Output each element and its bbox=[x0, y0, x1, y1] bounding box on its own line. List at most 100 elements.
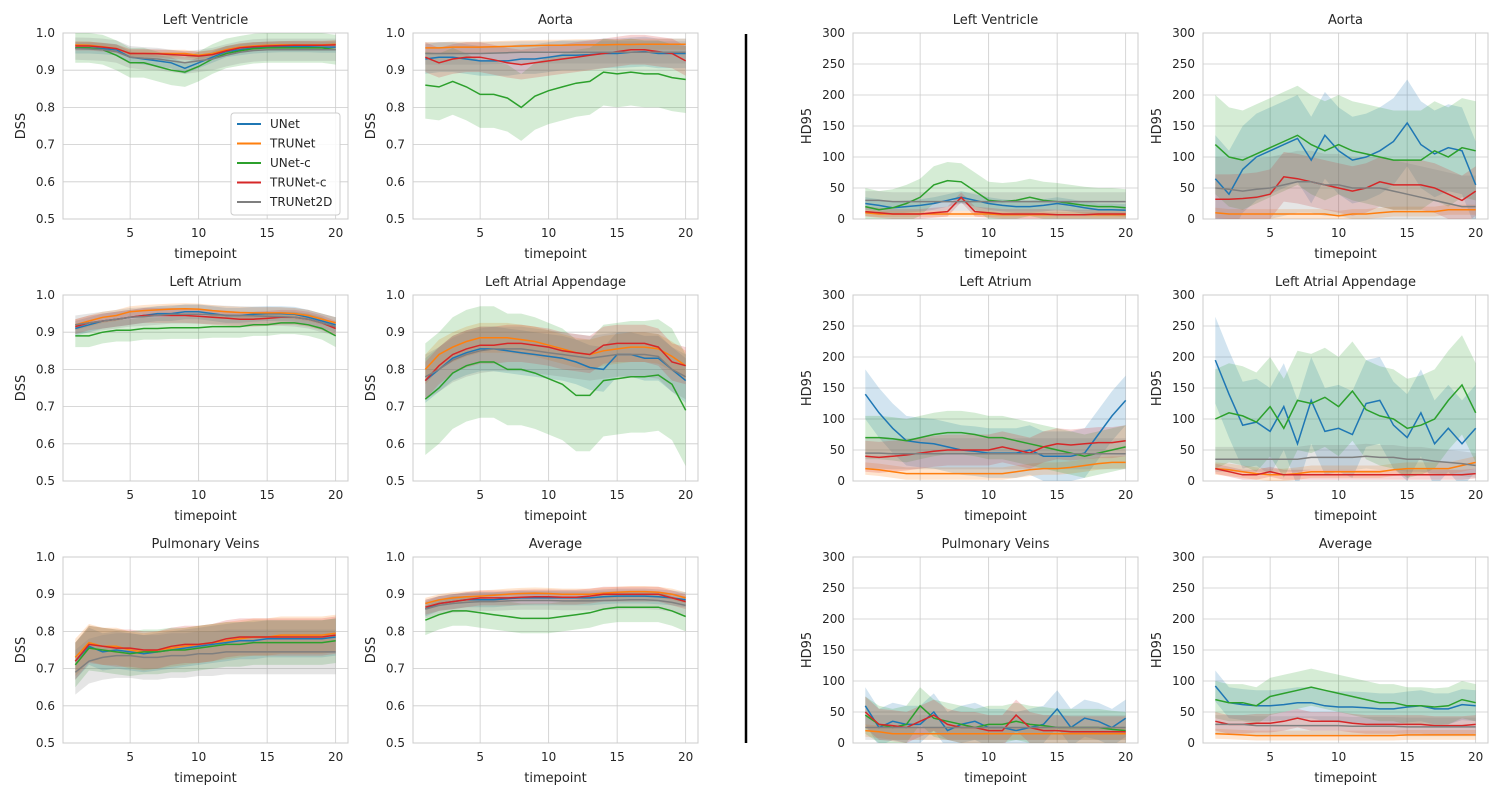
series-line-TRUNet-c bbox=[425, 593, 686, 608]
y-tick-label: 0.9 bbox=[386, 325, 405, 339]
series-line-TRUNet2D bbox=[425, 599, 686, 610]
y-tick-label: 0.5 bbox=[36, 474, 55, 488]
y-tick-label: 200 bbox=[1172, 88, 1195, 102]
chart-title: Average bbox=[529, 537, 582, 552]
y-tick-label: 250 bbox=[1172, 581, 1195, 595]
x-tick-label: 15 bbox=[1400, 488, 1415, 502]
x-axis-label: timepoint bbox=[524, 771, 587, 786]
x-tick-label: 15 bbox=[610, 226, 625, 240]
y-tick-label: 0.9 bbox=[386, 587, 405, 601]
y-tick-label: 0 bbox=[837, 212, 845, 226]
x-tick-label: 5 bbox=[476, 226, 484, 240]
y-tick-label: 100 bbox=[822, 150, 845, 164]
y-axis-label: DSS bbox=[364, 113, 379, 140]
ci-band-TRUNet bbox=[1215, 728, 1476, 741]
series-line-TRUNet-c bbox=[865, 196, 1126, 216]
series-line-TRUNet2D bbox=[75, 47, 336, 64]
y-axis-label: HD95 bbox=[800, 370, 815, 406]
plot-area bbox=[412, 294, 699, 482]
series-line-TRUNet-c bbox=[424, 342, 686, 382]
x-tick-label: 20 bbox=[678, 488, 693, 502]
x-tick-label: 20 bbox=[1468, 226, 1483, 240]
y-tick-label: 0.9 bbox=[386, 63, 405, 77]
y-tick-label: 50 bbox=[830, 181, 845, 195]
series-line-UNet-c bbox=[75, 47, 336, 73]
x-tick-label: 10 bbox=[981, 750, 996, 764]
ci-band-UNet-c bbox=[865, 687, 1126, 743]
y-tick-label: 0.9 bbox=[36, 63, 55, 77]
y-tick-label: 250 bbox=[822, 319, 845, 333]
y-tick-label: 200 bbox=[822, 612, 845, 626]
y-tick-label: 150 bbox=[1172, 643, 1195, 657]
ci-band-TRUNet2D bbox=[75, 629, 336, 695]
series-line-TRUNet2D bbox=[865, 199, 1126, 203]
legend-label-TRUNet2D: TRUNet2D bbox=[269, 195, 332, 209]
y-tick-label: 0.8 bbox=[386, 624, 405, 638]
y-axis-label: DSS bbox=[364, 637, 379, 664]
lines bbox=[1214, 359, 1477, 476]
x-axis-label: timepoint bbox=[524, 247, 587, 262]
legend-label-UNet-c: UNet-c bbox=[270, 156, 311, 170]
chart-hd-aorta: 0 50 100 150 200 250 300 5 10 15 20 Aorta timepoint H… bbox=[1150, 13, 1489, 262]
plot-area bbox=[62, 294, 349, 482]
legend-label-TRUNet: TRUNet bbox=[269, 137, 316, 151]
series-line-UNet bbox=[74, 636, 336, 662]
lines bbox=[1214, 685, 1476, 737]
y-tick-label: 0.9 bbox=[36, 325, 55, 339]
x-tick-label: 15 bbox=[1050, 226, 1065, 240]
x-tick-label: 20 bbox=[328, 226, 343, 240]
x-tick-label: 10 bbox=[541, 226, 556, 240]
series-line-TRUNet2D bbox=[1215, 455, 1476, 467]
ci-band-TRUNet2D bbox=[1215, 150, 1476, 219]
y-tick-label: 0.6 bbox=[36, 175, 55, 189]
y-tick-label: 150 bbox=[822, 643, 845, 657]
series-line-TRUNet-c bbox=[865, 439, 1126, 459]
series-line-UNet-c bbox=[75, 322, 337, 337]
chart-title: Pulmonary Veins bbox=[152, 537, 260, 552]
y-tick-label: 0.8 bbox=[36, 624, 55, 638]
x-axis-label: timepoint bbox=[964, 771, 1027, 786]
x-tick-label: 15 bbox=[1050, 488, 1065, 502]
series-line-TRUNet-c bbox=[864, 711, 1126, 733]
y-tick-label: 1.0 bbox=[386, 550, 405, 564]
x-tick-label: 20 bbox=[1118, 488, 1133, 502]
y-tick-label: 100 bbox=[1172, 674, 1195, 688]
series-line-TRUNet-c bbox=[74, 634, 336, 662]
y-tick-label: 300 bbox=[822, 26, 845, 40]
x-tick-label: 20 bbox=[1468, 750, 1483, 764]
series-line-TRUNet2D bbox=[75, 313, 336, 328]
y-tick-label: 100 bbox=[822, 412, 845, 426]
y-tick-label: 0.8 bbox=[386, 362, 405, 376]
series-line-UNet-c bbox=[865, 431, 1126, 457]
ci-band-TRUNet-c bbox=[865, 192, 1126, 219]
x-axis-label: timepoint bbox=[964, 509, 1027, 524]
lines bbox=[865, 179, 1126, 216]
series-line-TRUNet bbox=[75, 308, 336, 326]
x-tick-label: 10 bbox=[191, 226, 206, 240]
chart-dss-lv: 0.5 0.6 0.7 0.8 0.9 1.0 5 10 15 20 Left Ventricle t… bbox=[14, 13, 349, 262]
legend-label-TRUNet-c: TRUNet-c bbox=[269, 176, 326, 190]
chart-hd-avg: 0 50 100 150 200 250 300 5 10 15 20 Average timepoin… bbox=[1150, 537, 1489, 786]
x-tick-label: 10 bbox=[191, 750, 206, 764]
chart-title: Left Atrium bbox=[959, 275, 1031, 290]
y-tick-label: 200 bbox=[1172, 612, 1195, 626]
y-tick-label: 300 bbox=[1172, 550, 1195, 564]
y-tick-label: 300 bbox=[1172, 288, 1195, 302]
x-tick-label: 20 bbox=[1118, 750, 1133, 764]
y-tick-label: 300 bbox=[822, 288, 845, 302]
y-tick-label: 300 bbox=[822, 550, 845, 564]
ci-band-UNet-c bbox=[425, 38, 686, 141]
x-axis-label: timepoint bbox=[174, 771, 237, 786]
chart-title: Left Atrial Appendage bbox=[485, 275, 626, 290]
ci-band-TRUNet bbox=[425, 38, 686, 54]
y-axis-label: DSS bbox=[14, 113, 29, 140]
y-tick-label: 0.5 bbox=[36, 736, 55, 750]
chart-hd-lv: 0 50 100 150 200 250 300 5 10 15 20 Left Ventricle t… bbox=[800, 13, 1139, 262]
y-tick-label: 0.6 bbox=[386, 175, 405, 189]
ci-band-TRUNet bbox=[1215, 204, 1476, 219]
ci-band-UNet-c bbox=[75, 618, 336, 688]
y-tick-label: 300 bbox=[1172, 26, 1195, 40]
chart-dss-avg: 0.5 0.6 0.7 0.8 0.9 1.0 5 10 15 20 Average timepoin… bbox=[364, 537, 699, 786]
y-tick-label: 0.7 bbox=[36, 138, 55, 152]
